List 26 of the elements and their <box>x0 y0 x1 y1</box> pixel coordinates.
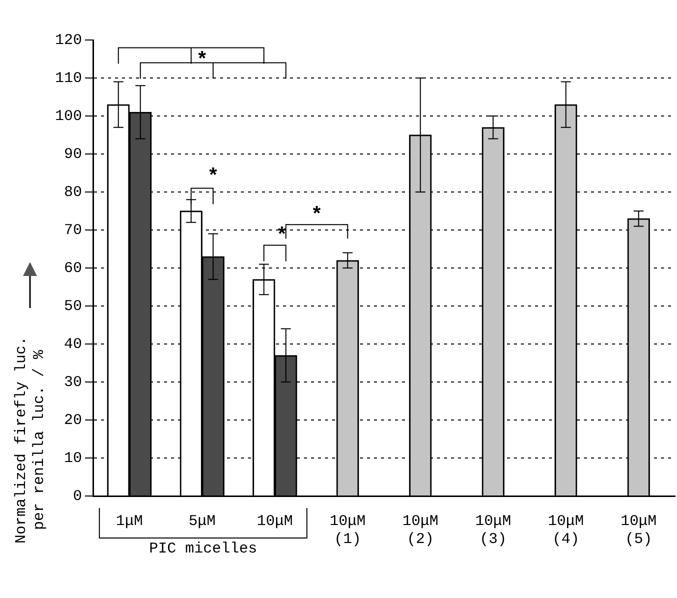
annotation: * <box>207 166 220 189</box>
y-tick-label: 120 <box>54 32 82 49</box>
annotation: * <box>310 204 323 228</box>
annotation: * <box>196 50 208 73</box>
x-tick-label: 10μM <box>256 512 293 530</box>
x-tick-label: 5μM <box>188 512 216 530</box>
y-tick-label: 100 <box>54 108 82 125</box>
y-tick-label: 20 <box>64 412 82 429</box>
y-tick-label: 90 <box>64 146 82 163</box>
y-tick-label: 10 <box>64 450 82 467</box>
y-tick-label: 110 <box>54 70 82 87</box>
y-tick-label: 70 <box>64 222 82 239</box>
text: PIC micelles <box>149 540 258 558</box>
y-tick-label: 30 <box>64 374 82 391</box>
y-tick-label: 0 <box>72 488 82 505</box>
y-tick-label: 60 <box>64 260 82 277</box>
y-axis-title: Normalized firefly luc. per renilla luc. / % <box>12 336 48 544</box>
x-tick-label: 10μM (3) <box>475 512 512 548</box>
y-tick-label: 50 <box>64 298 82 315</box>
x-tick-label: 10μM (5) <box>620 512 657 548</box>
y-tick-label: 80 <box>64 184 82 201</box>
x-tick-label: 10μM (4) <box>548 512 584 548</box>
x-tick-label: 10μM (1) <box>330 512 366 548</box>
y-tick-label: 40 <box>64 336 82 353</box>
x-tick-label: 10μM (2) <box>402 512 438 548</box>
x-tick-label: 1μM <box>116 512 143 530</box>
